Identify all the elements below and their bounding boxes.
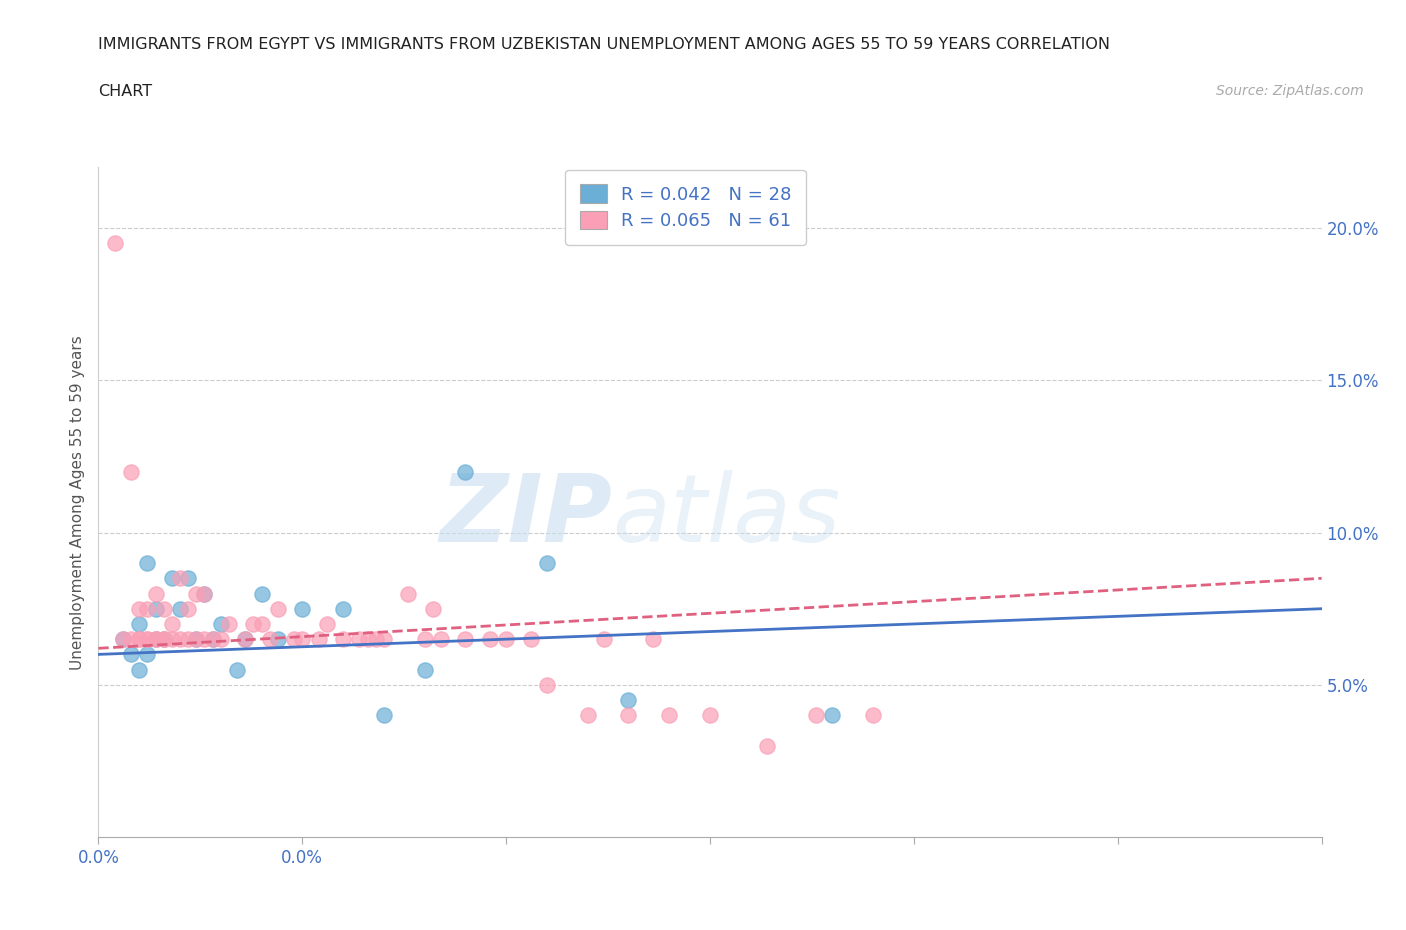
Point: [454, 631, 477, 646]
Legend: Immigrants from Egypt, Immigrants from Uzbekistan: Immigrants from Egypt, Immigrants from U…: [409, 925, 963, 930]
Point: [136, 631, 159, 646]
Point: [233, 631, 256, 646]
Point: [658, 708, 681, 723]
Point: [169, 602, 191, 617]
Point: [160, 617, 183, 631]
Point: [413, 662, 436, 677]
Point: [641, 631, 664, 646]
Point: [242, 617, 264, 631]
Point: [430, 631, 453, 646]
Text: Source: ZipAtlas.com: Source: ZipAtlas.com: [1216, 84, 1364, 98]
Point: [136, 555, 159, 570]
Point: [283, 631, 305, 646]
Point: [454, 464, 477, 479]
Point: [177, 571, 200, 586]
Point: [145, 586, 167, 601]
Point: [396, 586, 419, 601]
Point: [177, 631, 200, 646]
Point: [145, 602, 167, 617]
Point: [291, 602, 314, 617]
Point: [373, 708, 395, 723]
Point: [250, 586, 273, 601]
Point: [617, 693, 640, 708]
Point: [332, 631, 354, 646]
Text: atlas: atlas: [612, 470, 841, 561]
Point: [495, 631, 517, 646]
Point: [136, 647, 159, 662]
Point: [699, 708, 721, 723]
Point: [356, 631, 378, 646]
Point: [218, 617, 240, 631]
Point: [193, 586, 215, 601]
Point: [373, 631, 395, 646]
Point: [169, 631, 191, 646]
Point: [128, 602, 150, 617]
Point: [145, 631, 167, 646]
Point: [145, 631, 167, 646]
Point: [233, 631, 256, 646]
Text: CHART: CHART: [98, 84, 152, 99]
Point: [201, 631, 224, 646]
Point: [519, 631, 541, 646]
Point: [186, 631, 208, 646]
Point: [364, 631, 387, 646]
Point: [169, 571, 191, 586]
Point: [756, 738, 779, 753]
Point: [136, 602, 159, 617]
Point: [821, 708, 844, 723]
Point: [862, 708, 884, 723]
Point: [152, 602, 174, 617]
Point: [128, 617, 150, 631]
Point: [315, 617, 337, 631]
Point: [291, 631, 314, 646]
Point: [349, 631, 371, 646]
Point: [177, 602, 200, 617]
Point: [186, 586, 208, 601]
Point: [152, 631, 174, 646]
Point: [226, 662, 249, 677]
Text: IMMIGRANTS FROM EGYPT VS IMMIGRANTS FROM UZBEKISTAN UNEMPLOYMENT AMONG AGES 55 T: IMMIGRANTS FROM EGYPT VS IMMIGRANTS FROM…: [98, 37, 1111, 52]
Point: [193, 631, 215, 646]
Point: [128, 631, 150, 646]
Point: [267, 631, 290, 646]
Point: [536, 555, 558, 570]
Point: [250, 617, 273, 631]
Point: [120, 631, 142, 646]
Point: [536, 677, 558, 692]
Point: [422, 602, 444, 617]
Point: [308, 631, 330, 646]
Point: [413, 631, 436, 646]
Point: [128, 662, 150, 677]
Point: [209, 617, 232, 631]
Point: [193, 586, 215, 601]
Point: [120, 464, 142, 479]
Point: [576, 708, 599, 723]
Point: [152, 631, 174, 646]
Point: [186, 631, 208, 646]
Point: [111, 631, 134, 646]
Point: [332, 602, 354, 617]
Point: [104, 236, 127, 251]
Point: [128, 631, 150, 646]
Point: [617, 708, 640, 723]
Point: [111, 631, 134, 646]
Y-axis label: Unemployment Among Ages 55 to 59 years: Unemployment Among Ages 55 to 59 years: [69, 335, 84, 670]
Point: [478, 631, 501, 646]
Point: [160, 631, 183, 646]
Point: [201, 631, 224, 646]
Point: [160, 571, 183, 586]
Point: [259, 631, 281, 646]
Point: [209, 631, 232, 646]
Point: [136, 631, 159, 646]
Point: [120, 647, 142, 662]
Point: [593, 631, 616, 646]
Point: [152, 631, 174, 646]
Point: [267, 602, 290, 617]
Point: [804, 708, 827, 723]
Point: [145, 631, 167, 646]
Text: ZIP: ZIP: [439, 470, 612, 562]
